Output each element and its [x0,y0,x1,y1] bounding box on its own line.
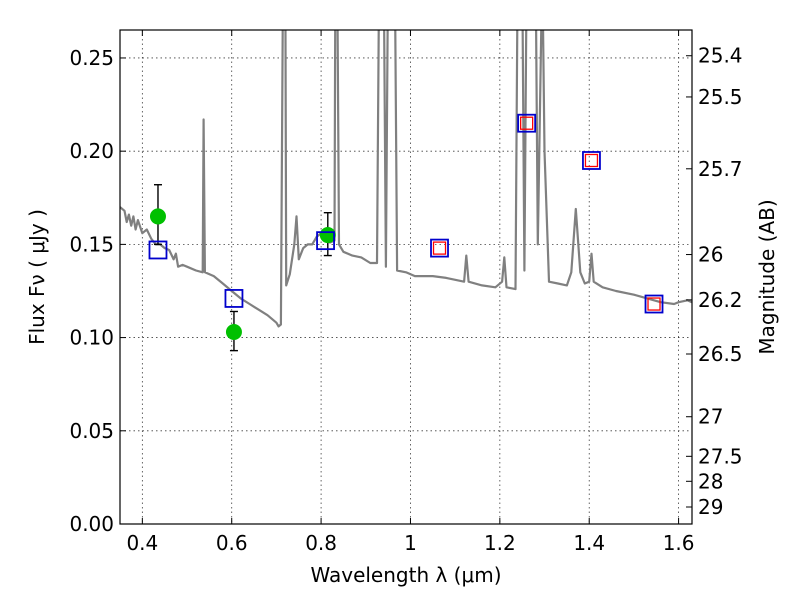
y-tick-label: 0.00 [69,512,114,536]
y-tick-label: 0.25 [69,46,114,70]
model-flux-inner-marker [432,241,447,255]
model-flux-marker [517,113,537,133]
model-flux-marker [582,151,601,170]
y-axis-label: Flux Fν ( μJy ) [25,209,49,345]
x-tick-label: 1.4 [573,531,605,555]
grid [120,30,692,525]
model-flux-inner-marker [647,297,661,311]
y2-tick-label: 26.2 [698,288,743,312]
y2-tick-label: 28 [698,469,723,493]
y-tick-label: 0.10 [69,326,114,350]
plot-frame [119,29,693,525]
model-flux-marker [224,289,244,308]
observed-flux-point [319,227,336,244]
y2-tick-label: 25.4 [698,44,743,68]
x-tick-label: 1.2 [484,531,516,555]
observed-flux-point [225,323,242,340]
x-tick-label: 1.6 [663,531,695,555]
y-tick-label: 0.05 [69,419,114,443]
x-tick-label: 0.8 [305,531,337,555]
model-flux-inner-marker [584,153,599,168]
marker-layer [148,113,664,352]
x-axis-label: Wavelength λ (μm) [310,563,501,587]
observed-flux-point [149,208,166,225]
model-flux-marker [430,238,449,258]
y-tick-label: 0.20 [69,139,114,163]
model-flux-marker [148,240,168,260]
y2-tick-label: 27.5 [698,444,743,468]
y2-tick-label: 29 [698,495,723,519]
series-layer [120,30,692,328]
y2-axis-label: Magnitude (AB) [755,199,779,354]
y2-tick-label: 25.5 [698,85,743,109]
model-flux-marker [316,231,335,251]
x-tick-label: 0.6 [216,531,248,555]
model-flux-marker [644,294,664,314]
y-tick-label: 0.15 [69,232,114,256]
x-tick-label: 1 [404,531,417,555]
ticks: 0.4 0.6 0.8 1 1.2 1.4 1.6 0.00 0.05 0.10 0.15 0.20 0… [69,30,743,555]
y2-tick-label: 26 [698,243,723,267]
y2-tick-label: 26.5 [698,342,743,366]
model-flux-inner-marker [520,116,534,130]
x-tick-label: 0.4 [126,531,158,555]
y2-tick-label: 27 [698,405,723,429]
spectrum-line [120,30,692,328]
y2-tick-label: 25.7 [698,157,743,181]
